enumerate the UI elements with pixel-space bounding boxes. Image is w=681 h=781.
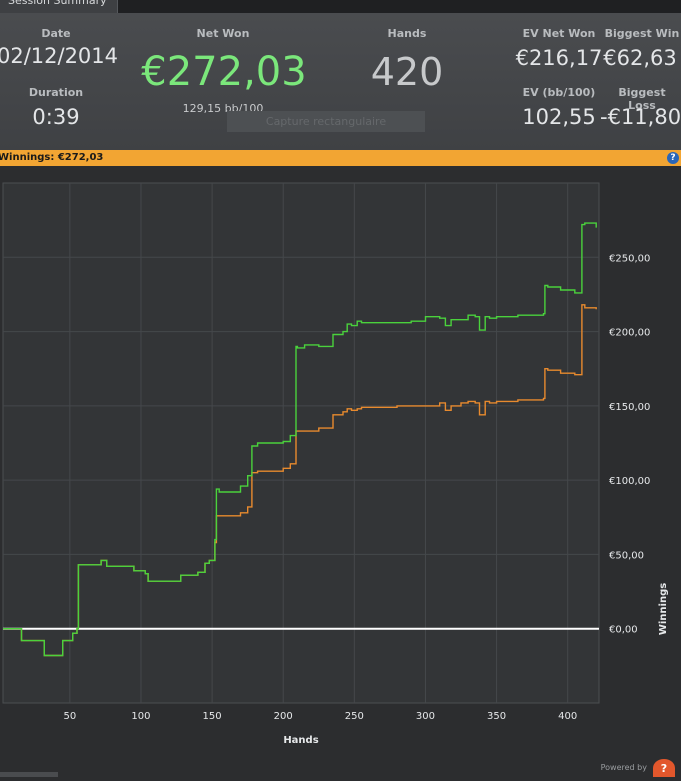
ev-bb100-value: 102,55: [522, 105, 596, 129]
y-tick-label: €250,00: [609, 253, 650, 264]
biggest-win-value: €62,63: [603, 46, 677, 70]
biggest-loss-value: -€11,80: [600, 105, 681, 129]
ev-net-won-value: €216,17: [515, 46, 603, 70]
x-tick-label: 200: [274, 711, 293, 722]
biggest-loss-label: Biggest Loss: [618, 86, 666, 112]
x-tick-label: 150: [203, 711, 222, 722]
y-tick-label: €150,00: [609, 402, 650, 413]
question-mark-icon[interactable]: ?: [667, 152, 679, 164]
y-tick-label: €0,00: [609, 625, 638, 636]
x-tick-label: 100: [131, 711, 150, 722]
bottom-tab[interactable]: [0, 772, 58, 777]
x-axis-label: Hands: [283, 735, 318, 746]
x-tick-label: 250: [345, 711, 364, 722]
x-tick-label: 350: [487, 711, 506, 722]
date-value: 02/12/2014: [0, 44, 119, 68]
winnings-strip-label: Winnings: €272,03: [0, 152, 104, 163]
x-tick-label: 400: [558, 711, 577, 722]
winnings-chart: 50 100 150 200 250 300 350 400 €0,00 €50,00 €100,…: [2, 182, 669, 746]
date-label: Date: [41, 27, 71, 40]
powered-by-text: Powered by: [600, 763, 647, 772]
y-axis-ticks: €0,00 €50,00 €100,00 €150,00 €200,00 €250,00: [609, 253, 650, 635]
x-tick-label: 50: [63, 711, 76, 722]
winnings-line: [3, 222, 597, 657]
net-won-value: €272,03: [141, 49, 307, 95]
session-summary-panel: Date 02/12/2014 Duration 0:39 Net Won €2…: [0, 13, 681, 150]
winnings-strip: Winnings: €272,03 ?: [0, 150, 681, 166]
y-tick-label: €50,00: [609, 550, 644, 561]
hands-label: Hands: [387, 27, 427, 40]
ev-net-won-label: EV Net Won: [522, 27, 596, 40]
duration-label: Duration: [28, 86, 84, 99]
x-axis-ticks: 50 100 150 200 250 300 350 400: [63, 711, 577, 722]
capture-rectangle-button[interactable]: Capture rectangulaire: [227, 111, 425, 132]
holdem-manager-logo-icon: ?: [653, 759, 675, 777]
plot-area: [2, 182, 600, 704]
tab-bar: Session Summary: [0, 0, 681, 13]
tab-session-summary[interactable]: Session Summary: [0, 0, 118, 13]
hands-value: 420: [370, 50, 444, 94]
x-tick-label: 300: [416, 711, 435, 722]
y-tick-label: €200,00: [609, 328, 650, 339]
y-axis-label: Winnings: [658, 583, 669, 635]
biggest-win-label: Biggest Win: [604, 27, 680, 40]
y-tick-label: €100,00: [609, 476, 650, 487]
duration-value: 0:39: [32, 105, 80, 129]
net-won-label: Net Won: [196, 27, 250, 40]
ev-bb100-label: EV (bb/100): [522, 86, 596, 99]
winnings-chart-area: 50 100 150 200 250 300 350 400 €0,00 €50,00 €100,…: [0, 166, 681, 777]
